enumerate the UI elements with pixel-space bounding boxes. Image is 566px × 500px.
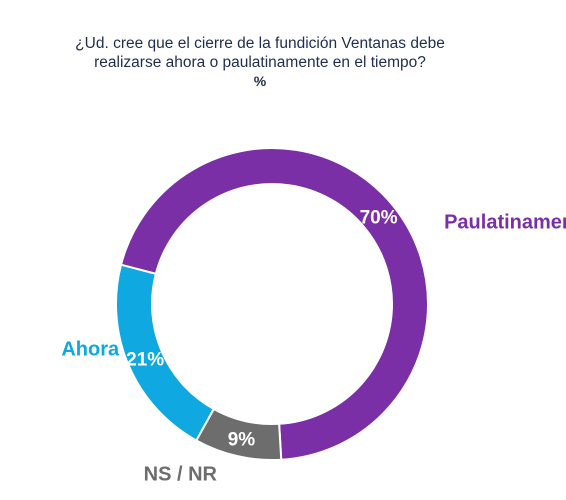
chart-title: ¿Ud. cree que el cierre de la fundición … (0, 34, 520, 91)
slice-ns-nr (195, 407, 283, 461)
value-label-paulatinamente: 70% (360, 207, 398, 228)
category-label-paulatinamente: Paulatinamente (444, 211, 566, 233)
chart-unit: % (253, 73, 267, 89)
value-label-ns-nr: 9% (228, 430, 256, 451)
slice-paulatinamente (119, 147, 429, 461)
chart-title-line-1: ¿Ud. cree que el cierre de la fundición … (75, 35, 445, 52)
category-label-ahora: Ahora (61, 338, 120, 360)
value-label-ahora: 21% (126, 349, 164, 370)
category-label-ns-nr: NS / NR (144, 464, 218, 486)
chart-title-line-2: realizarse ahora o paulatinamente en el … (94, 54, 426, 71)
